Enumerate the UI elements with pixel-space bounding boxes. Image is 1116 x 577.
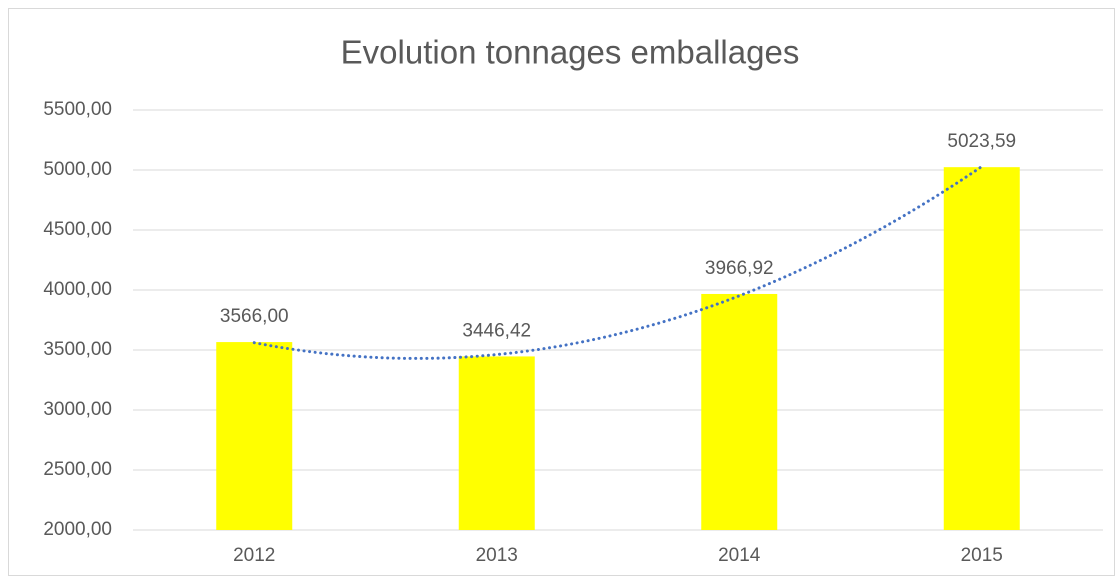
bar [216,342,293,530]
y-tick-label: 4000,00 [43,279,112,300]
x-tick-label: 2012 [233,545,275,566]
y-tick-label: 5000,00 [43,159,112,180]
y-tick-label: 4500,00 [43,219,112,240]
y-tick-label: 2500,00 [43,459,112,480]
y-tick-label: 3500,00 [43,339,112,360]
chart-border [8,8,1115,576]
x-tick-label: 2014 [718,545,761,566]
data-label: 3446,42 [462,320,531,341]
data-label: 3566,00 [220,306,289,327]
data-label: 5023,59 [947,131,1016,152]
y-tick-label: 3000,00 [43,399,112,420]
bar [701,293,778,530]
data-label: 3966,92 [705,258,774,279]
y-tick-label: 2000,00 [43,519,112,540]
x-tick-label: 2013 [476,545,518,566]
x-tick-label: 2015 [961,545,1003,566]
y-tick-label: 5500,00 [43,99,112,120]
bar [943,167,1020,531]
trendline [252,165,984,360]
chart-title: Evolution tonnages emballages [341,34,800,71]
bar [458,356,535,530]
